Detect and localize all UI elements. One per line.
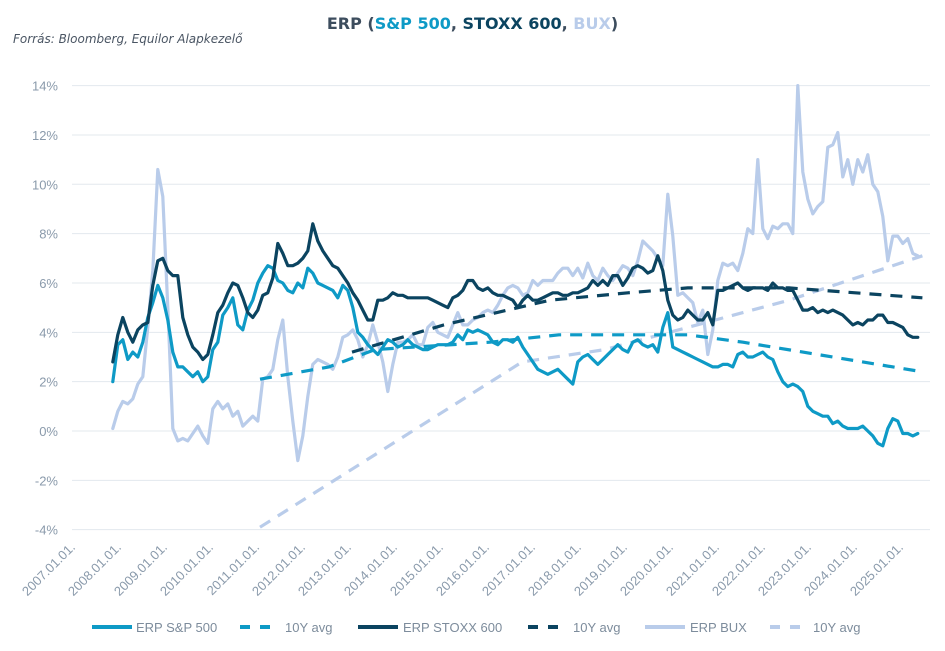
source-note: Forrás: Bloomberg, Equilor Alapkezelő [13,32,243,46]
y-tick-label: 6% [39,276,58,291]
chart-title: ERP (S&P 500, STOXX 600, BUX) [0,14,945,33]
title-sep: , [561,14,574,33]
x-axis: 2007.01.01.2008.01.01.2009.01.01.2010.01… [19,540,906,599]
y-tick-label: -2% [35,473,59,488]
y-tick-label: 2% [39,375,58,390]
legend-label: ERP STOXX 600 [403,620,502,635]
legend-label: 10Y avg [285,620,332,635]
legend: ERP S&P 500 10Y avg ERP STOXX 600 10Y avg ER… [92,620,860,635]
legend-label: ERP BUX [690,620,747,635]
y-tick-label: -4% [35,523,59,538]
y-tick-label: 12% [32,128,58,143]
plot-area [111,84,923,529]
gridlines [72,85,930,531]
y-tick-label: 14% [32,79,58,94]
legend-label: 10Y avg [813,620,860,635]
series-line-stoxx600-avg [351,286,923,354]
y-tick-label: 8% [39,227,58,242]
y-axis: -4% -2% 0% 2% 4% 6% 8% 10% 12% 14% [32,79,58,538]
title-sp500: S&P 500 [374,14,451,33]
title-sep: , [450,14,463,33]
y-tick-label: 4% [39,325,58,340]
title-bux: BUX [573,14,611,33]
title-text: ERP ( [326,14,375,33]
title-text: ) [610,14,619,33]
series-line-bux [111,84,920,463]
legend-label: ERP S&P 500 [136,620,217,635]
title-stoxx600: STOXX 600 [462,14,562,33]
series-line-bux-avg [259,254,923,529]
y-tick-label: 0% [39,424,58,439]
series-line-stoxx600 [111,222,920,364]
legend-label: 10Y avg [573,620,620,635]
y-tick-label: 10% [32,177,58,192]
series-line-sp500 [111,264,920,448]
